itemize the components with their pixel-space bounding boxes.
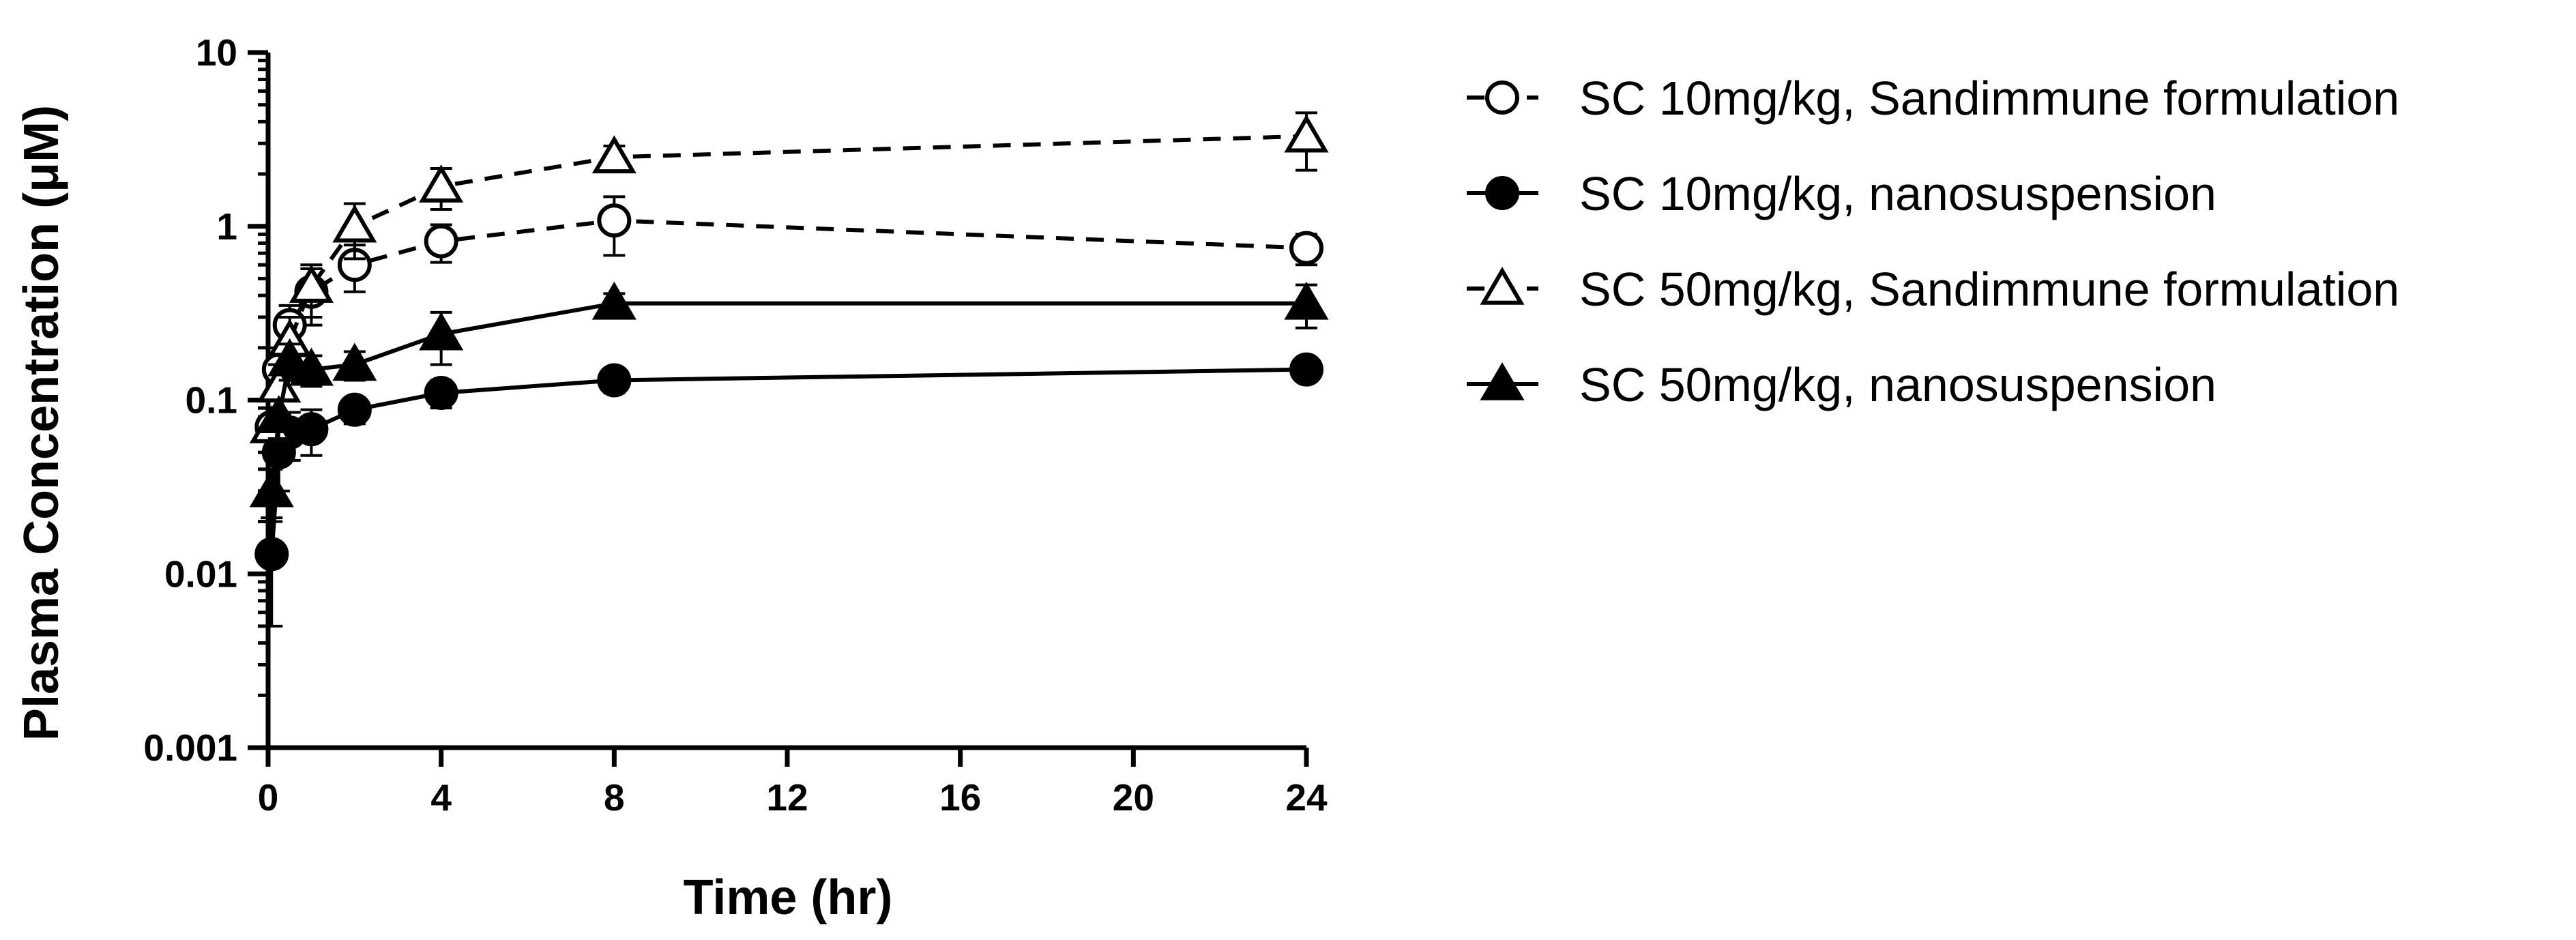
x-tick-label: 8 <box>604 776 625 819</box>
x-tick-label: 0 <box>258 776 279 819</box>
y-tick-label: 0.01 <box>164 553 237 595</box>
series-2 <box>254 352 1323 628</box>
y-axis-title: Plasma Concentration (μM) <box>14 105 69 741</box>
axes <box>248 50 1309 767</box>
data-point <box>294 412 329 447</box>
legend-entry-3: SC 50mg/kg, Sandimmune formulation <box>1467 263 2399 316</box>
legend-marker <box>1480 362 1525 400</box>
data-point <box>332 342 377 381</box>
y-tick-label: 10 <box>196 31 237 74</box>
x-tick-label: 12 <box>766 776 808 819</box>
data-point <box>1289 352 1323 387</box>
legend-marker <box>1480 267 1525 305</box>
legend-entry-4: SC 50mg/kg, nanosuspension <box>1467 358 2216 411</box>
data-point <box>249 469 294 508</box>
x-tick-label: 16 <box>939 776 981 819</box>
data-point <box>597 203 632 238</box>
data-point <box>289 347 334 386</box>
data-point <box>254 537 289 572</box>
tick-labels: 0.001 0.01 0.1 1 10 0 4 8 12 16 20 24 <box>143 31 1328 819</box>
legend-label: SC 10mg/kg, Sandimmune formulation <box>1579 72 2399 125</box>
data-point <box>1284 281 1329 320</box>
data-point <box>257 395 302 433</box>
data-point <box>337 392 372 427</box>
x-axis-title: Time (hr) <box>684 870 893 925</box>
series-line <box>269 134 1307 428</box>
legend-label: SC 10mg/kg, nanosuspension <box>1579 167 2216 220</box>
legend-label: SC 50mg/kg, nanosuspension <box>1579 358 2216 411</box>
plot-area <box>249 111 1329 628</box>
series-3 <box>249 111 1329 454</box>
legend-marker <box>1485 176 1519 210</box>
data-point <box>267 338 312 377</box>
y-tick-label: 0.1 <box>186 379 237 422</box>
x-tick-label: 20 <box>1113 776 1154 819</box>
x-tick-label: 24 <box>1285 776 1328 819</box>
data-point <box>419 164 464 203</box>
legend-marker <box>1485 80 1519 115</box>
data-point <box>332 204 377 243</box>
legend-label: SC 50mg/kg, Sandimmune formulation <box>1579 263 2399 316</box>
data-point <box>419 312 464 351</box>
data-point <box>591 281 636 320</box>
legend-entry-2: SC 10mg/kg, nanosuspension <box>1467 167 2216 220</box>
legend: SC 10mg/kg, Sandimmune formulation SC 10m… <box>1467 72 2399 411</box>
data-point <box>424 224 458 259</box>
data-point <box>597 363 632 398</box>
data-point <box>1284 114 1329 153</box>
series-1 <box>254 195 1323 454</box>
data-point <box>424 375 458 410</box>
data-point <box>1289 231 1323 265</box>
data-point <box>591 135 636 174</box>
y-tick-label: 0.001 <box>143 726 237 769</box>
data-point <box>289 265 334 303</box>
x-tick-label: 4 <box>430 776 452 819</box>
legend-entry-1: SC 10mg/kg, Sandimmune formulation <box>1467 72 2399 125</box>
y-tick-label: 1 <box>216 205 237 248</box>
series-4 <box>249 281 1329 523</box>
